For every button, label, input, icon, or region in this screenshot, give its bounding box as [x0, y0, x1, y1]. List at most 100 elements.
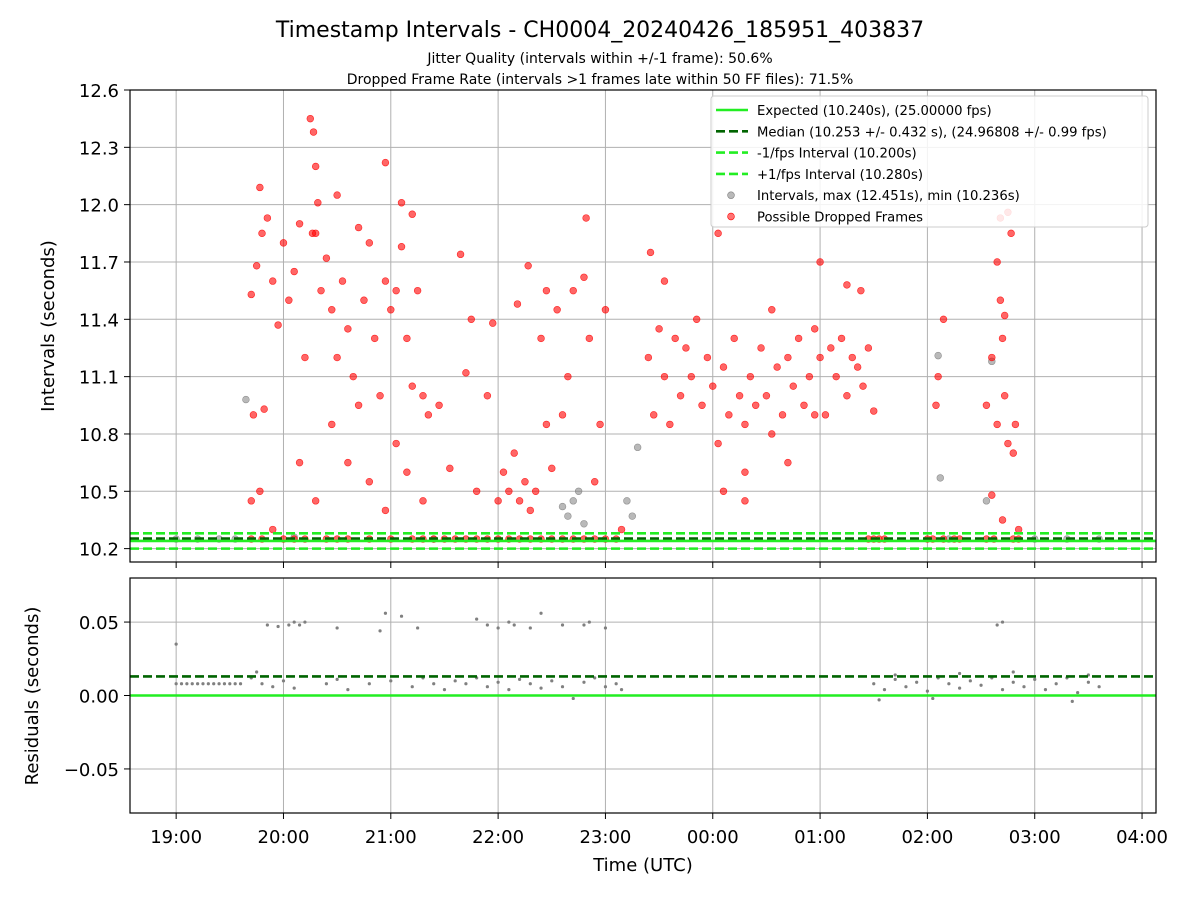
residual-point [303, 620, 307, 624]
dropped-frame-point [376, 392, 384, 400]
dropped-frame-point [1007, 229, 1015, 238]
dropped-frame-point [524, 262, 532, 270]
dropped-frame-point [757, 344, 765, 352]
residual-point [931, 696, 935, 701]
dropped-frame-point [864, 344, 873, 352]
dropped-frame-point [263, 214, 272, 222]
dropped-frame-point [687, 372, 695, 381]
x-tick-label: 03:00 [1009, 827, 1061, 848]
dropped-frame-point [252, 262, 261, 270]
legend-dot-swatch [727, 191, 735, 199]
legend-label: +1/fps Interval (10.280s) [757, 168, 923, 183]
dropped-frame-point [553, 306, 561, 314]
residual-point [539, 686, 543, 690]
residuals-y-tick-label: 0.05 [79, 613, 119, 634]
interval-point [580, 520, 588, 528]
dropped-frame-point [934, 372, 942, 381]
dropped-frame-point [256, 183, 264, 192]
dropped-frame-point [494, 497, 502, 505]
intervals-y-axis-label: Intervals (seconds) [38, 240, 59, 412]
legend-dot-swatch [727, 212, 735, 221]
residual-point [872, 682, 876, 686]
legend-label: Expected (10.240s), (25.00000 fps) [757, 104, 992, 119]
dropped-frame-point [397, 242, 406, 251]
dropped-frame-point [800, 401, 808, 410]
residual-point [904, 685, 908, 689]
residual-point [1076, 690, 1080, 695]
residual-point [378, 629, 382, 633]
residual-point [1054, 682, 1058, 686]
residual-point [1070, 699, 1074, 703]
dropped-frame-point [513, 300, 522, 308]
x-axis-label: Time (UTC) [592, 855, 693, 876]
residual-point [571, 696, 575, 701]
intervals-x-ticks [175, 562, 1143, 568]
x-tick-label: 00:00 [687, 827, 739, 848]
dropped-frame-point [1014, 525, 1023, 534]
dropped-frame-point [365, 478, 374, 486]
chart-legend: Expected (10.240s), (25.00000 fps) Median… [710, 95, 1149, 228]
residual-point [1043, 688, 1048, 692]
dropped-frame-point [601, 306, 610, 314]
dropped-frame-point [446, 464, 454, 473]
residuals-y-axis-label: Residuals (seconds) [22, 607, 43, 786]
dropped-frame-point [338, 277, 347, 285]
residual-point [619, 688, 624, 692]
residual-point [442, 688, 447, 692]
legend-label: -1/fps Interval (10.200s) [757, 147, 917, 162]
dropped-frame-point [408, 382, 416, 390]
residuals-y-ticks: −0.05 0.00 0.05 [64, 613, 130, 781]
dropped-frame-point [848, 353, 856, 362]
residual-point [174, 642, 178, 646]
interval-point [574, 487, 583, 495]
residual-point [1011, 680, 1015, 684]
intervals-y-tick-label: 11.7 [79, 253, 119, 274]
residual-point [206, 682, 210, 686]
dropped-frame-point [709, 382, 717, 390]
residual-point [265, 623, 269, 627]
dropped-frame-point [515, 497, 524, 505]
x-tick-label: 02:00 [901, 827, 953, 848]
residuals-reference-lines [130, 675, 1156, 697]
dropped-frame-point [832, 372, 840, 381]
dropped-frame-point [646, 248, 655, 257]
dropped-frame-point [1004, 439, 1012, 448]
residual-point [1097, 685, 1101, 689]
intervals-panel: 10.2 10.5 10.8 11.1 11.4 11.7 12.0 12.3 12.6 Int… [38, 81, 1157, 568]
dropped-frame-point [655, 325, 663, 333]
residual-point [614, 682, 618, 686]
dropped-frame-point [857, 286, 865, 295]
residual-point [260, 682, 264, 686]
dropped-frame-point [993, 420, 1001, 429]
residual-point [228, 682, 232, 686]
dropped-frame-point [751, 401, 760, 410]
dropped-frame-point [311, 497, 320, 505]
residuals-y-tick-label: −0.05 [64, 760, 119, 781]
residual-point [432, 682, 436, 686]
residual-point [464, 682, 468, 686]
dropped-frame-point [730, 334, 738, 343]
residual-point [238, 682, 243, 686]
interval-point [633, 443, 642, 452]
residual-point [367, 682, 371, 686]
residual-point [550, 679, 554, 683]
residual-point [1022, 685, 1026, 689]
dropped-frame-point [719, 487, 728, 495]
dropped-frame-point [392, 439, 400, 448]
residual-point [271, 685, 275, 689]
dropped-frame-point [996, 296, 1005, 304]
interval-point [569, 497, 577, 505]
dropped-frame-point [269, 525, 277, 534]
dropped-frame-point [939, 315, 948, 324]
dropped-frame-point [381, 277, 390, 285]
intervals-y-tick-label: 12.0 [79, 196, 119, 217]
dropped-frame-point [837, 334, 846, 343]
dropped-frame-point [617, 525, 626, 534]
residual-point [560, 685, 565, 689]
residual-point [217, 682, 221, 686]
dropped-frame-point [789, 382, 797, 390]
residual-point [925, 689, 930, 693]
dropped-frame-point [811, 411, 819, 419]
residual-point [475, 617, 479, 621]
residuals-plot-frame [129, 577, 1157, 814]
